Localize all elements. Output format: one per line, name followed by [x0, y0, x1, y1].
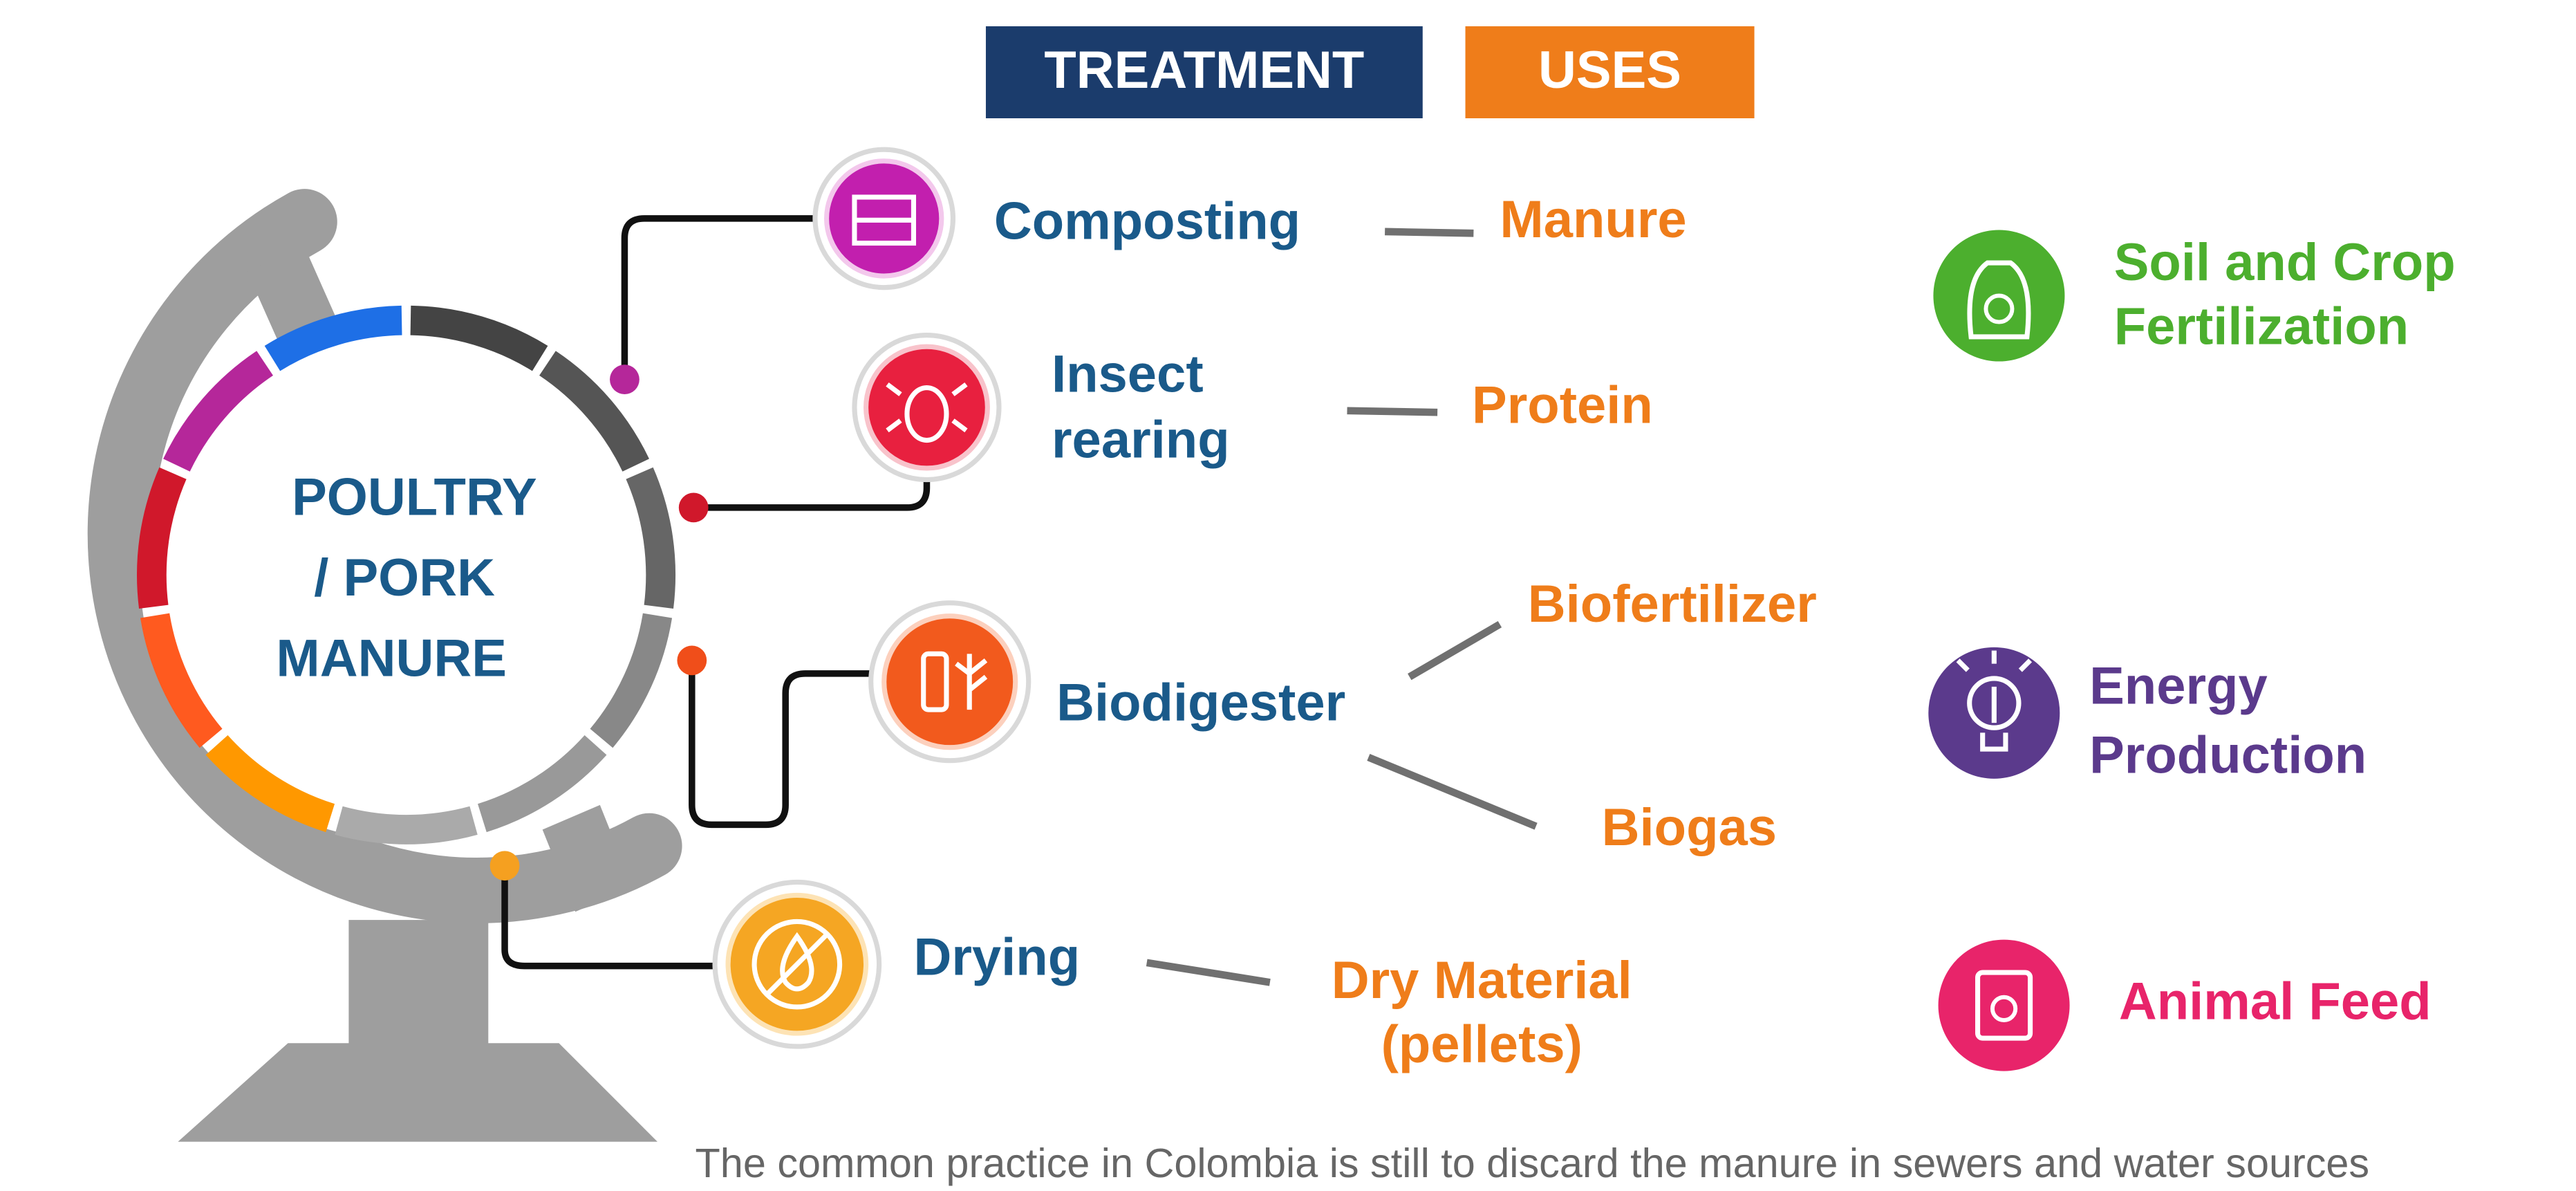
use-label: Biofertilizer	[1528, 575, 1817, 634]
use-label: (pellets)	[1381, 1015, 1583, 1073]
globe-face	[140, 308, 673, 842]
legend-treatment: TREATMENT	[1044, 41, 1364, 100]
use-label: Biogas	[1602, 798, 1777, 857]
use-label: Protein	[1472, 376, 1653, 434]
ring-segment	[264, 305, 402, 371]
link-line	[1367, 754, 1538, 830]
icon-energy	[1928, 647, 2060, 779]
treatment-label: Insect	[1052, 344, 1204, 403]
icon-feed	[1938, 939, 2070, 1071]
ring-segment	[163, 351, 274, 472]
treatment-label: rearing	[1052, 410, 1230, 469]
link-line	[1146, 959, 1271, 986]
icon-composting	[812, 147, 956, 290]
ring	[137, 305, 676, 844]
connector	[501, 865, 723, 970]
icon-biodigester	[868, 600, 1032, 764]
ring-segment	[205, 735, 335, 833]
ring-segment	[335, 806, 478, 844]
ring-segment	[626, 467, 676, 609]
connector	[689, 660, 888, 829]
use-label: Manure	[1500, 190, 1686, 249]
treatment-label: Composting	[994, 192, 1300, 250]
ring-segment	[539, 351, 649, 472]
use-label: Dry Material	[1332, 951, 1632, 1010]
center-label: MANURE	[276, 629, 507, 687]
globe	[87, 189, 682, 1142]
connector-dot	[677, 645, 707, 676]
connector-dot	[610, 364, 640, 395]
treatment-label: Drying	[913, 928, 1080, 987]
footer: The common practice in Colombia is still…	[696, 1140, 2370, 1186]
connector-dot	[489, 851, 520, 881]
treatment-label: Biodigester	[1056, 673, 1345, 732]
connector	[693, 468, 931, 511]
globe-pole	[348, 920, 489, 1052]
ring-segment	[410, 305, 548, 371]
icon-soil	[1933, 230, 2065, 362]
globe-joint	[542, 804, 633, 912]
outcome-label: Animal Feed	[2119, 972, 2432, 1031]
legend-uses: USES	[1538, 41, 1681, 100]
ring-segment	[477, 735, 607, 833]
outcome-label: Production	[2089, 726, 2367, 784]
globe-arm	[87, 189, 682, 924]
link-line	[1385, 228, 1474, 237]
center-label: POULTRY	[292, 468, 537, 527]
globe-joint	[247, 246, 337, 345]
globe-base	[178, 1043, 657, 1142]
outcome-label: Fertilization	[2114, 297, 2409, 356]
connector	[621, 215, 822, 380]
outcome-label: Soil and Crop	[2114, 233, 2456, 292]
connector-dot	[678, 492, 709, 523]
center-label: / PORK	[314, 548, 495, 607]
outcome-label: Energy	[2089, 657, 2268, 716]
ring-segment	[140, 613, 223, 748]
ring-segment	[137, 467, 187, 609]
icon-drying	[712, 879, 882, 1049]
legend-treatment-box	[985, 26, 1423, 119]
icon-insect	[852, 332, 1002, 483]
link-line	[1408, 620, 1502, 681]
link-line	[1347, 407, 1438, 416]
legend-uses-box	[1465, 26, 1755, 119]
ring-segment	[590, 613, 673, 748]
